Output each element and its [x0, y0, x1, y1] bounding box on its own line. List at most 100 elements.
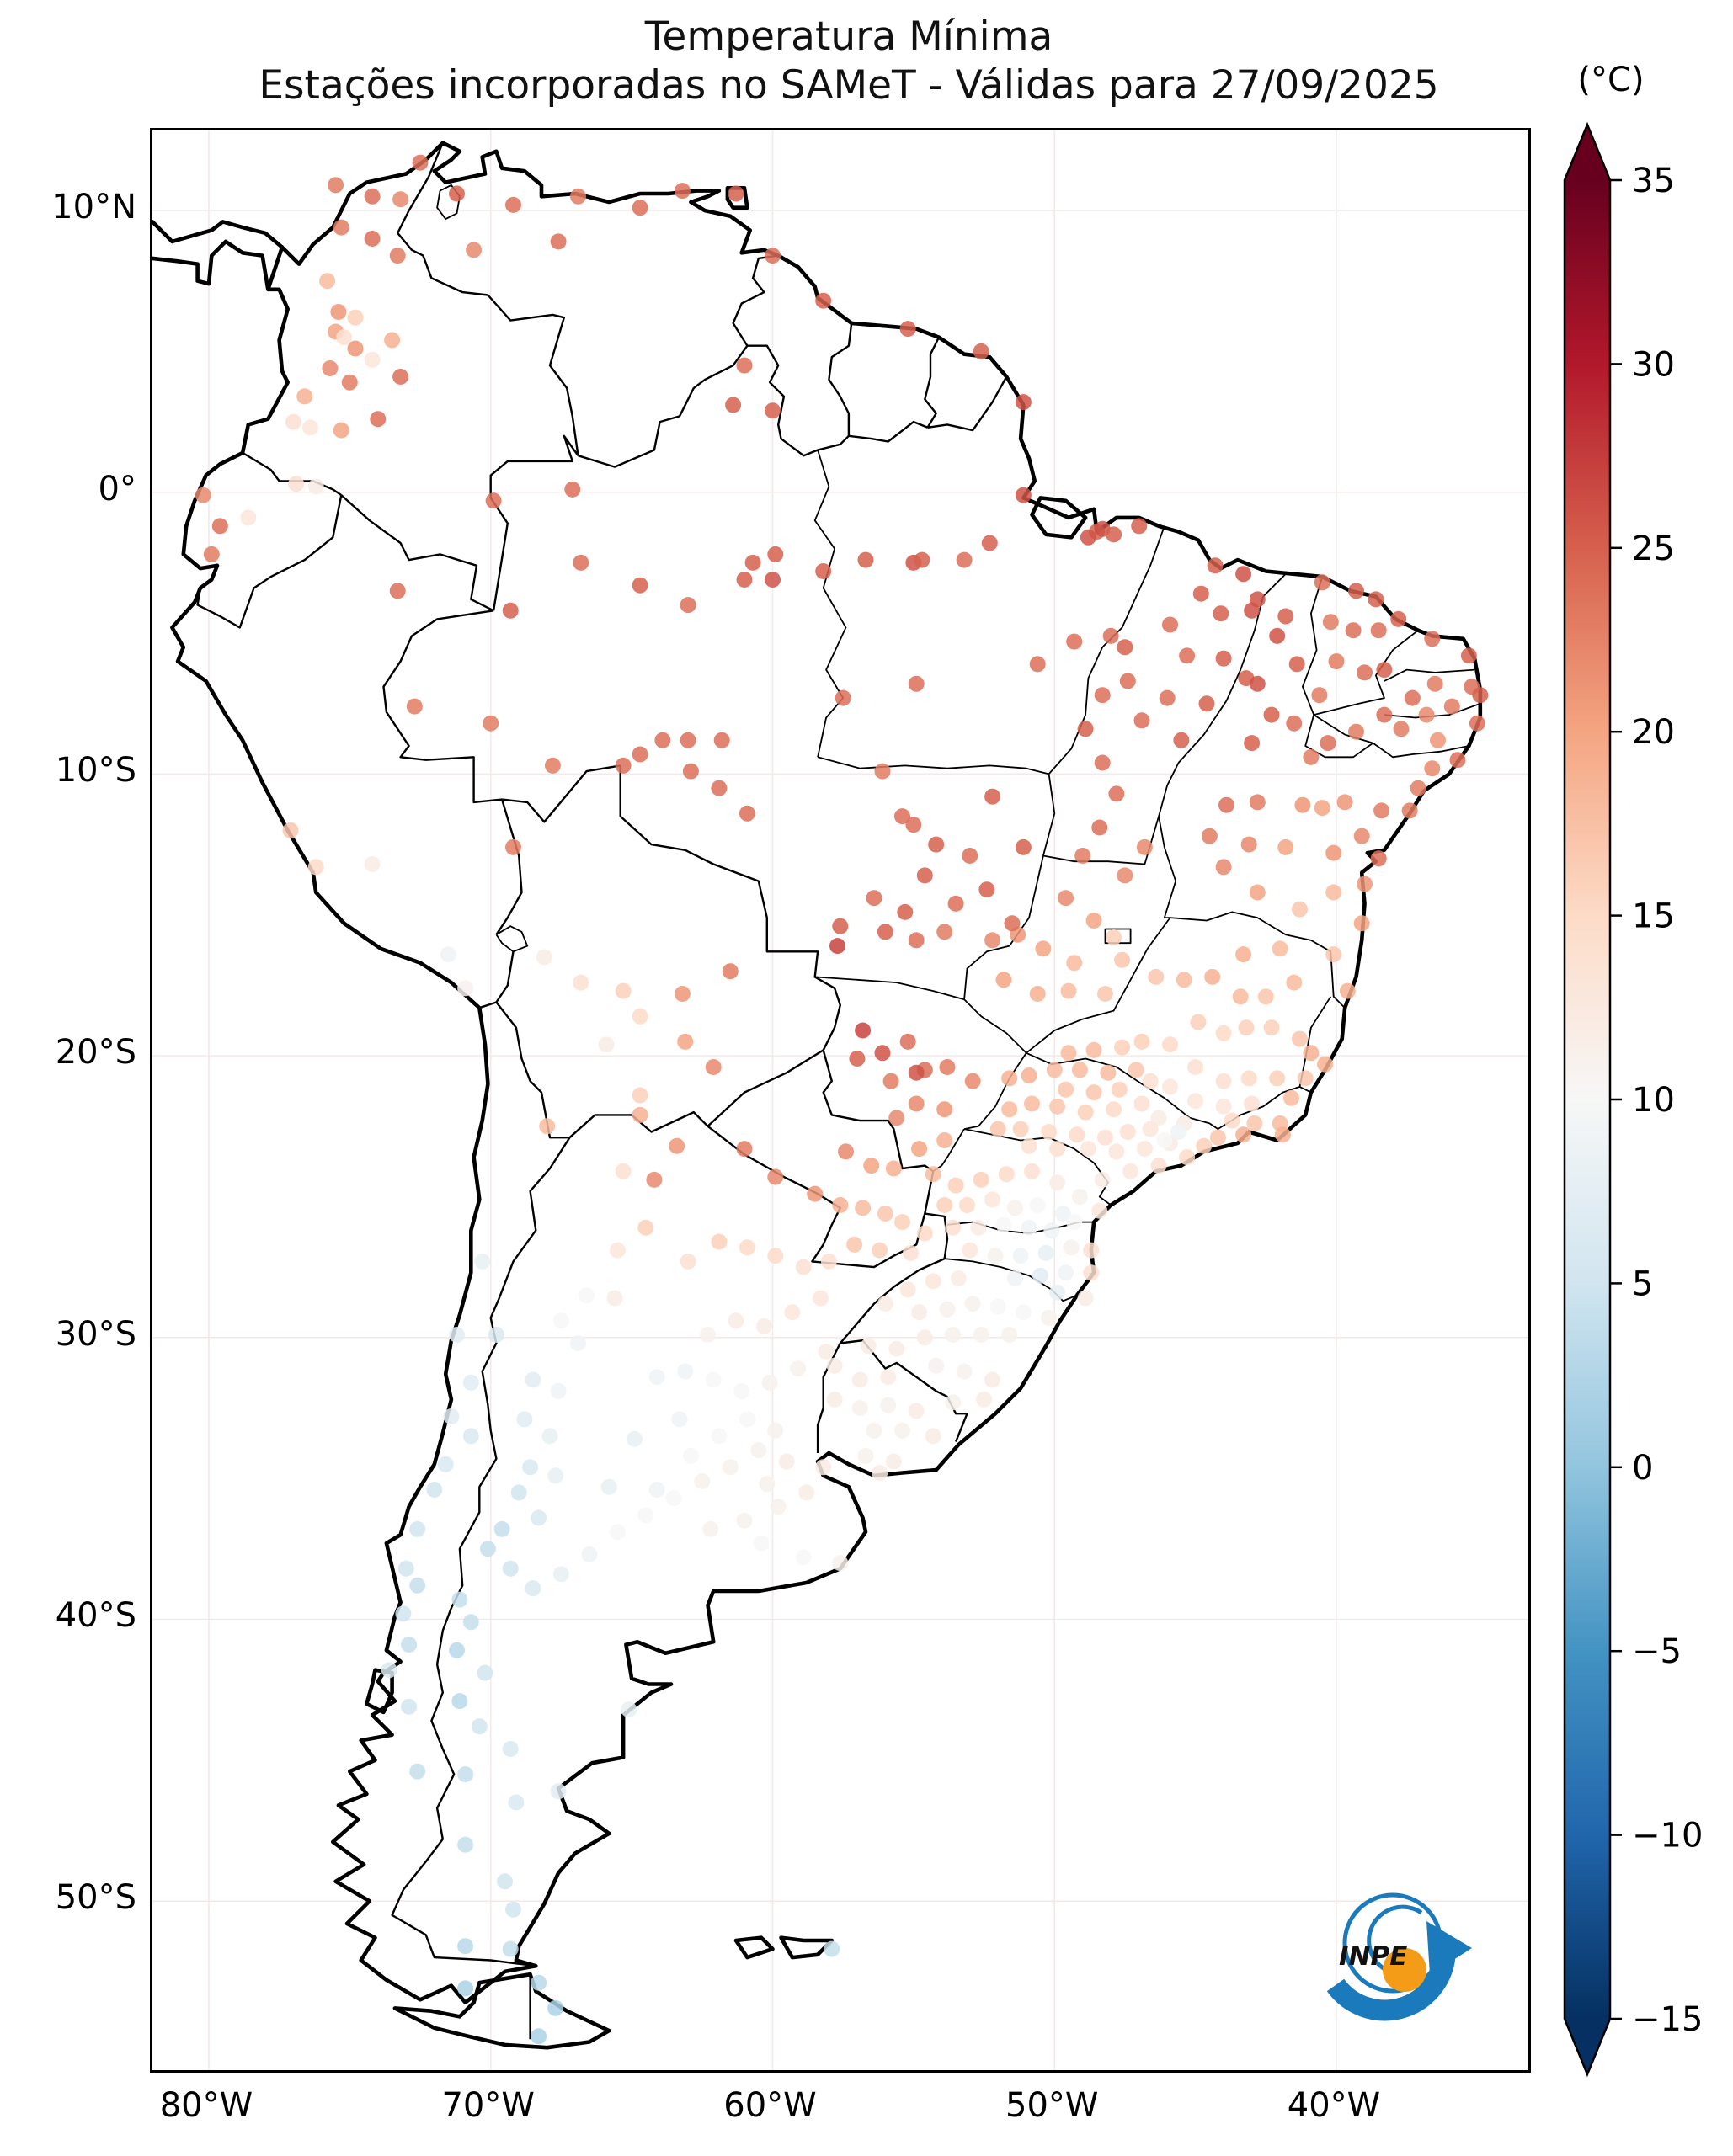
station-dot	[815, 292, 832, 309]
station-dot	[1314, 800, 1330, 817]
station-dot	[570, 188, 586, 205]
station-dot	[680, 732, 696, 748]
station-dot	[755, 1318, 772, 1334]
station-dot	[711, 1233, 728, 1250]
station-dot	[409, 1520, 426, 1537]
station-dot	[426, 1482, 443, 1498]
station-dot	[364, 351, 381, 368]
station-dot	[1209, 1129, 1226, 1146]
station-dot	[981, 535, 998, 551]
station-dot	[916, 1329, 933, 1346]
lake-outlines	[436, 184, 529, 953]
station-dot	[1272, 940, 1288, 957]
station-dot	[739, 1239, 755, 1256]
station-dot	[319, 273, 336, 290]
station-dot	[531, 1974, 547, 1991]
station-dot	[877, 924, 893, 940]
country-path	[927, 375, 1008, 432]
station-dot	[874, 763, 891, 780]
lat-tick-label: 20°S	[55, 1033, 136, 1073]
station-dot	[1263, 706, 1280, 723]
station-dot	[1066, 955, 1083, 972]
station-dot	[1015, 838, 1032, 855]
station-dot	[818, 1344, 835, 1360]
station-dot	[462, 1428, 479, 1445]
station-dot	[648, 1369, 665, 1386]
chart-title: Temperatura Mínima	[644, 13, 1053, 60]
station-dot	[682, 763, 699, 780]
station-dot	[466, 242, 483, 258]
station-dot	[736, 572, 753, 588]
station-dot	[978, 881, 995, 898]
station-dot	[894, 1422, 910, 1439]
station-dot	[936, 1101, 953, 1118]
coast-path	[733, 1935, 775, 1960]
station-dot	[1269, 627, 1286, 644]
station-dot	[1353, 915, 1370, 932]
station-dot	[552, 1566, 569, 1583]
station-dot	[1213, 605, 1229, 622]
station-dot	[914, 551, 930, 568]
station-dot	[1006, 1200, 1023, 1216]
station-dot	[609, 1242, 626, 1259]
station-dot	[1074, 848, 1091, 864]
station-dot	[1215, 1098, 1232, 1115]
station-dot	[1122, 1163, 1139, 1179]
station-dot	[502, 602, 519, 619]
station-dot	[449, 1327, 465, 1343]
station-dot	[539, 1118, 556, 1135]
station-dot	[1159, 689, 1176, 706]
lat-tick-label: 40°S	[55, 1596, 136, 1636]
station-dot	[1150, 1110, 1167, 1126]
station-dot	[973, 1171, 989, 1188]
station-dot	[550, 233, 567, 250]
station-dot	[820, 1253, 837, 1270]
station-dot	[1035, 940, 1052, 957]
station-dot	[1100, 1064, 1117, 1081]
station-dot	[632, 746, 648, 763]
station-dot	[547, 1999, 564, 2016]
station-dot	[962, 1242, 978, 1259]
station-dot	[1142, 1073, 1159, 1089]
station-dot	[1080, 529, 1096, 546]
station-dot	[573, 974, 589, 991]
station-dot	[285, 413, 301, 430]
station-dot	[1049, 1098, 1066, 1115]
station-dot	[885, 1453, 902, 1470]
station-dot	[1246, 1115, 1263, 1131]
station-dot	[761, 1374, 778, 1391]
country-path	[839, 1258, 946, 1344]
station-dot	[1114, 1039, 1131, 1056]
station-dot	[1015, 487, 1032, 503]
station-dot	[877, 1206, 893, 1222]
station-dot	[899, 1281, 916, 1298]
station-dot	[877, 1296, 893, 1312]
lat-tick-label: 10°N	[51, 188, 136, 227]
station-dot	[1001, 1101, 1018, 1118]
station-dot	[1004, 915, 1021, 932]
station-dot	[936, 1132, 953, 1148]
station-dot	[1294, 796, 1311, 813]
state-path	[963, 1052, 1027, 1130]
station-dot	[1128, 1062, 1144, 1078]
colorbar-tick-label: −5	[1632, 1632, 1682, 1671]
station-dot	[1091, 1202, 1108, 1219]
station-dot	[682, 1447, 699, 1464]
station-dot	[347, 340, 364, 357]
station-dot	[1292, 901, 1308, 918]
station-dot	[1106, 1101, 1122, 1118]
station-dot	[1176, 972, 1192, 988]
coast-path	[152, 220, 285, 249]
station-dot	[1106, 929, 1122, 945]
station-dot	[1353, 828, 1370, 844]
state-path	[1026, 917, 1171, 1054]
station-dot	[497, 1873, 513, 1890]
station-dot	[1286, 715, 1303, 732]
station-dot	[880, 1397, 897, 1413]
station-dot	[838, 1143, 854, 1160]
station-dot	[855, 1200, 872, 1216]
station-dot	[531, 2028, 547, 2045]
lat-tick-label: 0°	[98, 469, 136, 508]
station-dot	[322, 360, 339, 376]
station-dot	[824, 1940, 840, 1957]
